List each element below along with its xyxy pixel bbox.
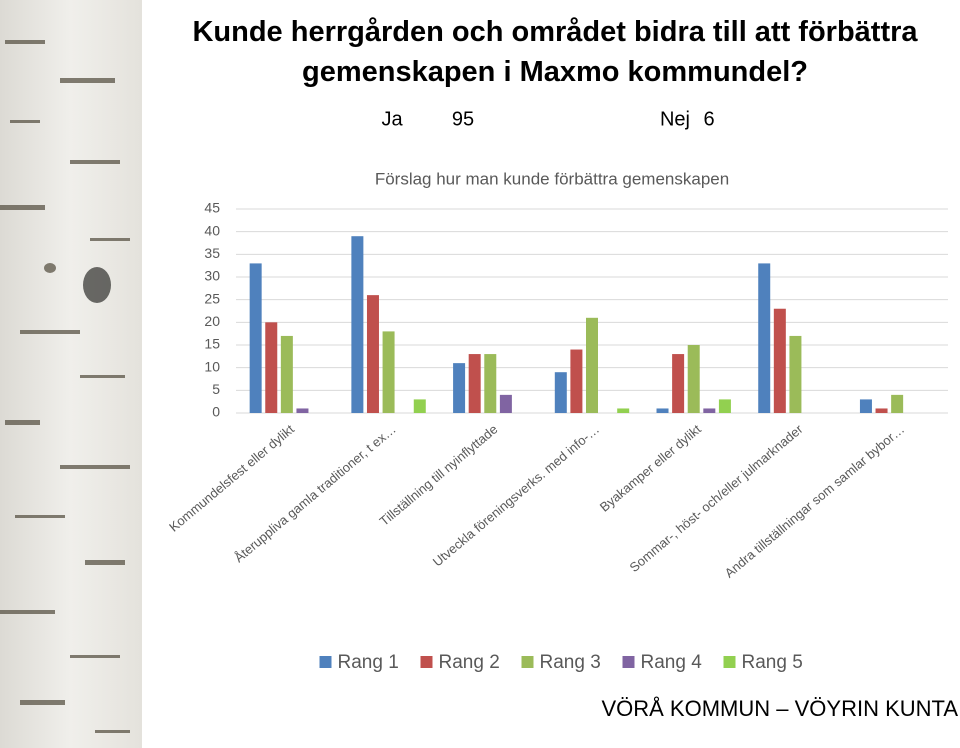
y-tick-label: 0 — [212, 404, 220, 420]
ja-label: Ja — [381, 108, 403, 130]
y-tick-label: 45 — [204, 200, 220, 216]
x-tick-label: Byakamper eller dylikt — [597, 421, 704, 514]
bar — [499, 394, 512, 413]
bar — [758, 263, 771, 413]
bar — [789, 335, 802, 413]
bar — [413, 399, 426, 413]
legend-label: Rang 3 — [540, 652, 601, 673]
nej-label: Nej — [660, 108, 690, 130]
y-tick-label: 25 — [204, 290, 220, 306]
chart-title: Förslag hur man kunde förbättra gemenska… — [375, 169, 729, 188]
slide-title: Kunde herrgården och området bidra till … — [192, 16, 918, 88]
bar — [382, 331, 395, 413]
bar — [570, 349, 583, 413]
legend-swatch — [521, 656, 534, 668]
bar — [453, 363, 466, 413]
y-tick-label: 5 — [212, 381, 220, 397]
x-tick-label: Andra tillställningar som samlar bybor… — [722, 421, 908, 580]
birch-bark — [0, 0, 142, 748]
y-tick-label: 35 — [204, 245, 220, 261]
footer: VÖRÅ KOMMUN – VÖYRIN KUNTA — [601, 696, 958, 721]
bar — [703, 408, 716, 413]
x-tick-label: Återuppliva gamla traditioner, t ex… — [231, 421, 398, 565]
legend-swatch — [420, 656, 433, 668]
x-tick-label: Utveckla föreningsverks. med info-… — [430, 421, 602, 569]
bar — [617, 408, 630, 413]
bar — [687, 345, 700, 413]
bar — [656, 408, 669, 413]
bar — [718, 399, 731, 413]
y-tick-label: 15 — [204, 336, 220, 352]
y-tick-label: 30 — [204, 268, 220, 284]
bar — [875, 408, 888, 413]
legend-swatch — [723, 656, 736, 668]
nej-count: 6 — [703, 108, 714, 130]
bar — [859, 399, 872, 413]
bar — [468, 354, 481, 413]
legend-swatch — [622, 656, 635, 668]
ja-count: 95 — [452, 108, 474, 130]
legend-label: Rang 1 — [338, 652, 399, 673]
bar — [280, 335, 293, 413]
x-tick-label: Sommar-, höst- och/eller julmarknader — [627, 421, 807, 575]
bar — [586, 317, 598, 413]
bar — [265, 322, 278, 413]
y-tick-label: 20 — [204, 313, 220, 329]
bar — [672, 354, 685, 413]
y-tick-label: 10 — [204, 358, 220, 374]
bar — [296, 408, 309, 413]
bar — [554, 372, 567, 413]
bar — [351, 236, 364, 413]
legend-label: Rang 4 — [641, 652, 703, 673]
bar — [891, 394, 904, 413]
bar — [249, 263, 262, 413]
y-tick-label: 40 — [204, 222, 220, 238]
legend-label: Rang 2 — [439, 652, 500, 673]
bar — [484, 354, 497, 413]
bar — [773, 308, 786, 413]
bar — [366, 295, 379, 413]
x-tick-label: Tillställning till nyinflyttade — [377, 421, 501, 528]
legend-swatch — [319, 656, 332, 668]
legend-label: Rang 5 — [742, 652, 803, 673]
